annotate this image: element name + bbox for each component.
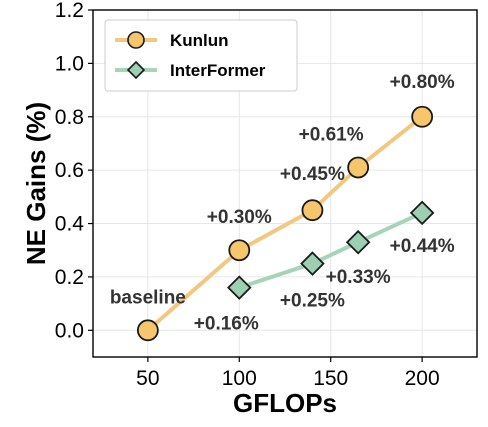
- plot-area-frame: [92, 9, 478, 358]
- y-tick-label: 0.4: [55, 213, 85, 236]
- data-label: +0.16%: [194, 314, 259, 335]
- y-tick-label: 0.0: [55, 319, 84, 342]
- data-label: +0.45%: [280, 164, 345, 185]
- kunlun-point: [136, 319, 159, 342]
- interformer-point: [227, 275, 252, 300]
- y-tick-label: 1.0: [55, 52, 84, 75]
- y-tick-label: 0.2: [55, 266, 84, 289]
- legend: Kunlun InterFormer: [104, 19, 298, 92]
- annotations-group: baseline +0.30% +0.45% +0.61% +0.80% +0.16% +0…: [110, 72, 455, 335]
- x-axis-title: GFLOPs: [233, 388, 337, 418]
- series-group: [136, 105, 435, 342]
- kunlun-point: [411, 105, 434, 128]
- x-tick-label: 100: [222, 367, 257, 390]
- axis-ticks: 50 100 150 200 0.0 0.2 0.4 0.6 0.8 1.0 1.2: [55, 0, 440, 390]
- y-tick-label: 0.6: [55, 159, 84, 182]
- x-tick-label: 200: [405, 367, 440, 390]
- data-label: +0.61%: [299, 124, 364, 145]
- legend-label-interformer: InterFormer: [170, 61, 266, 80]
- x-tick-label: 50: [136, 367, 159, 390]
- legend-marker: [126, 60, 146, 80]
- y-tick-label: 1.2: [55, 0, 84, 22]
- interformer-point: [409, 200, 435, 226]
- x-tick-label: 150: [313, 367, 348, 390]
- legend-label-kunlun: Kunlun: [170, 31, 229, 50]
- data-label: +0.33%: [326, 267, 391, 288]
- data-label: baseline: [110, 287, 186, 308]
- kunlun-point: [347, 156, 370, 179]
- legend-box: [104, 19, 298, 92]
- y-axis-title: NE Gains (%): [21, 102, 51, 265]
- interformer-line: [237, 210, 425, 290]
- y-tick-label: 0.8: [55, 106, 84, 129]
- legend-marker: [127, 31, 145, 49]
- interformer-point: [300, 251, 325, 276]
- data-label: +0.80%: [390, 72, 455, 93]
- data-label: +0.25%: [280, 291, 345, 312]
- data-label: +0.30%: [207, 207, 272, 228]
- interformer-point: [345, 229, 371, 255]
- data-label: +0.44%: [390, 236, 455, 257]
- kunlun-point: [301, 199, 324, 222]
- kunlun-point: [228, 239, 251, 262]
